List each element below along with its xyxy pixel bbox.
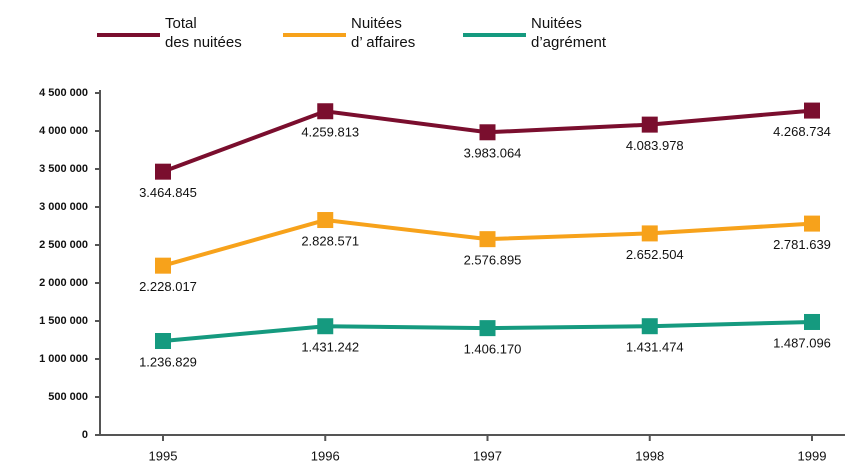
y-tick-label: 2 000 000: [39, 277, 88, 289]
point-marker: [804, 215, 820, 232]
data-label: 3.983.064: [464, 146, 522, 161]
y-tick-label: 4 500 000: [39, 87, 88, 99]
series-line: [162, 108, 813, 174]
data-label: 1.487.096: [773, 335, 831, 350]
point-marker: [317, 212, 334, 229]
data-label: 1.236.829: [139, 354, 197, 369]
x-tick-label: 1996: [311, 448, 340, 461]
y-tick-label: 1 500 000: [39, 315, 88, 327]
data-label: 2.781.639: [773, 237, 831, 252]
point-marker: [641, 116, 658, 133]
data-label: 1.406.170: [464, 342, 522, 357]
data-label: 4.268.734: [773, 124, 831, 139]
point-marker: [317, 318, 334, 335]
point-marker: [804, 102, 820, 119]
point-marker: [641, 318, 658, 335]
point-marker: [479, 231, 496, 248]
x-tick-label: 1999: [798, 448, 827, 461]
legend-label: Nuitées d’ affaires: [351, 15, 416, 51]
point-marker: [155, 163, 171, 180]
data-label: 2.828.571: [301, 233, 359, 248]
y-tick-label: 1 000 000: [39, 353, 88, 365]
y-tick-label: 3 500 000: [39, 163, 88, 175]
legend-label: Nuitées d’agrément: [531, 15, 607, 51]
y-tick-label: 4 000 000: [39, 125, 88, 137]
y-tick-label: 0: [82, 429, 88, 441]
point-marker: [479, 320, 496, 337]
y-tick-label: 3 000 000: [39, 201, 88, 213]
data-label: 2.228.017: [139, 279, 197, 294]
x-tick-label: 1997: [473, 448, 502, 461]
data-label: 3.464.845: [139, 185, 197, 200]
data-label: 1.431.474: [626, 340, 684, 355]
y-tick-label: 2 500 000: [39, 239, 88, 251]
point-marker: [641, 225, 658, 242]
legend-label: Total des nuitées: [165, 15, 242, 51]
point-marker: [479, 124, 496, 141]
point-marker: [155, 257, 171, 274]
data-label: 1.431.242: [301, 340, 359, 355]
data-label: 4.259.813: [301, 125, 359, 140]
point-marker: [317, 103, 334, 120]
data-label: 2.576.895: [464, 253, 522, 268]
data-label: 4.083.978: [626, 138, 684, 153]
x-tick-label: 1995: [149, 448, 178, 461]
y-tick-label: 500 000: [48, 391, 88, 403]
x-tick-label: 1998: [635, 448, 664, 461]
point-marker: [155, 333, 171, 350]
data-label: 2.652.504: [626, 247, 684, 262]
point-marker: [804, 313, 820, 330]
